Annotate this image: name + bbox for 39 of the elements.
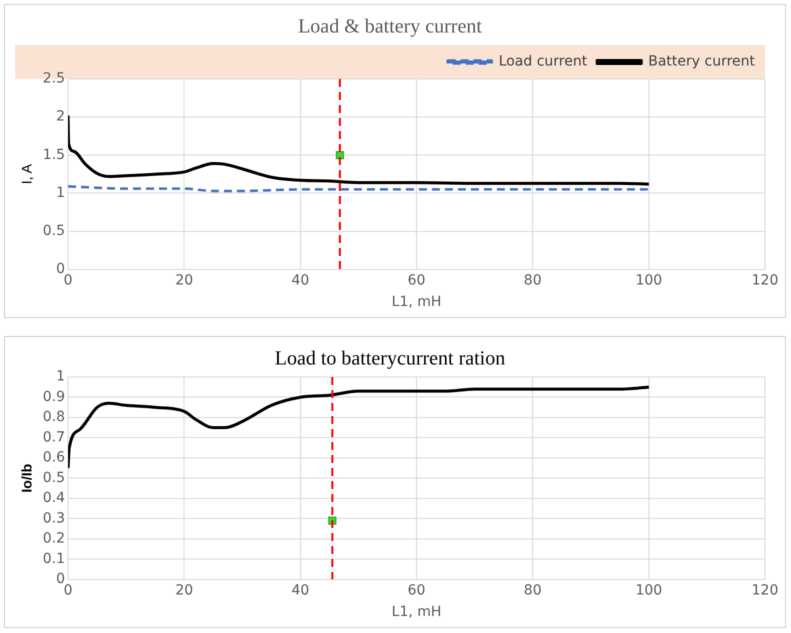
y-tick-label: 0.8 <box>42 409 66 426</box>
y-tick-label: 0.1 <box>42 550 66 567</box>
y-tick-label: 0.4 <box>42 490 66 506</box>
y-tick-label: 0.7 <box>42 429 66 446</box>
y-axis-title: Io/Ib <box>18 464 34 493</box>
line-series <box>68 386 650 470</box>
x-tick-label: 120 <box>752 272 778 288</box>
y-tick-label: 0.2 <box>42 530 66 547</box>
y-axis-title: I, A <box>18 163 34 184</box>
y-tick-label: 2 <box>56 108 66 125</box>
x-tick-label: 60 <box>408 272 426 288</box>
x-tick-label: 100 <box>635 582 662 598</box>
y-tick-label: 0 <box>56 261 66 278</box>
y-tick-label: 2.5 <box>42 70 66 87</box>
y-tick-label: 0.5 <box>42 222 66 239</box>
y-tick-label: 1 <box>56 184 66 201</box>
chart-title: Load & battery current <box>298 15 482 38</box>
x-axis-title: L1, mH <box>392 604 442 620</box>
x-tick-label: 40 <box>291 582 310 598</box>
x-tick-label: 40 <box>291 272 310 288</box>
x-tick-label: 80 <box>524 272 542 288</box>
y-tick-label: 1 <box>56 368 66 385</box>
y-tick-label: 0.5 <box>42 470 66 486</box>
legend-label: Load current <box>498 54 588 70</box>
y-tick-label: 0.9 <box>42 388 66 405</box>
chart-title: Load to batterycurrent ration <box>274 347 506 370</box>
y-tick-label: 0 <box>56 571 66 588</box>
line-series <box>68 114 650 186</box>
y-tick-label: 0.3 <box>42 510 66 526</box>
x-axis-title: L1, mH <box>392 294 442 310</box>
x-tick-label: 100 <box>635 272 662 288</box>
x-tick-label: 20 <box>175 272 194 288</box>
x-tick-label: 60 <box>408 582 426 598</box>
legend-label: Battery current <box>648 54 756 70</box>
x-tick-label: 20 <box>175 582 194 598</box>
y-tick-label: 0.6 <box>42 450 66 466</box>
x-tick-label: 120 <box>752 582 778 598</box>
x-tick-label: 80 <box>524 582 542 598</box>
y-tick-label: 1.5 <box>42 146 66 163</box>
